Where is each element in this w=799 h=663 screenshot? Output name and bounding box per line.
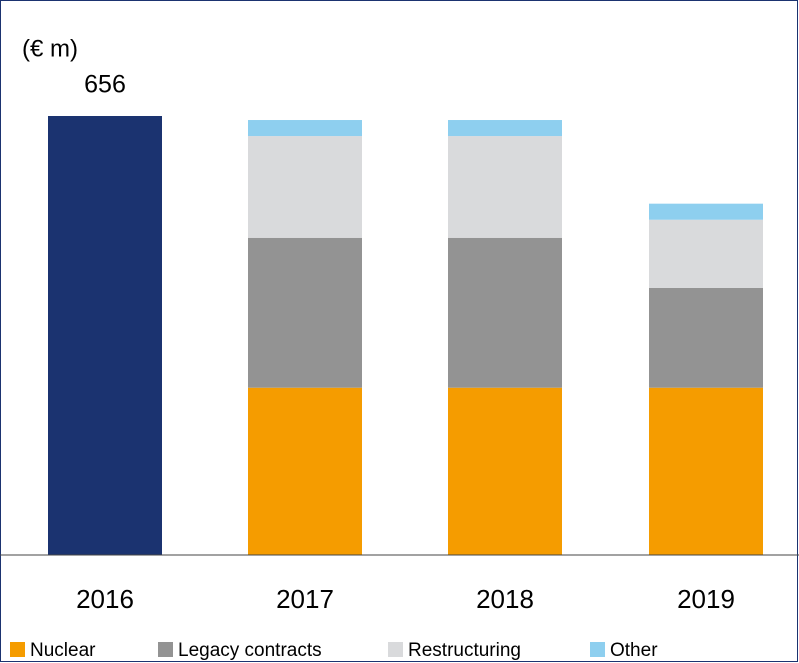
x-tick-label: 2018 xyxy=(476,584,534,614)
data-label: 656 xyxy=(84,71,126,99)
bar-segment xyxy=(649,203,763,220)
legend-label: Other xyxy=(610,640,658,661)
legend-swatch xyxy=(590,642,605,657)
x-tick-label: 2019 xyxy=(677,584,735,614)
bar-segment xyxy=(448,120,562,137)
y-axis-label: (€ m) xyxy=(22,35,78,62)
bar-segment xyxy=(48,116,162,556)
bar-segment xyxy=(649,387,763,555)
legend-swatch xyxy=(10,642,25,657)
bar-segment xyxy=(448,387,562,555)
legend-swatch xyxy=(158,642,173,657)
legend-swatch xyxy=(388,642,403,657)
bar-segment xyxy=(649,287,763,388)
bar-segment xyxy=(448,136,562,238)
legend-label: Nuclear xyxy=(30,640,96,661)
legend-label: Legacy contracts xyxy=(178,640,322,661)
bar-segment xyxy=(248,387,362,555)
legend-label: Restructuring xyxy=(408,640,521,661)
bar-segment xyxy=(448,237,562,388)
bar-segment xyxy=(649,219,763,288)
x-tick-label: 2017 xyxy=(276,584,334,614)
bar-segment xyxy=(248,136,362,238)
bar-segment xyxy=(248,237,362,388)
bar-segment xyxy=(248,120,362,137)
x-tick-label: 2016 xyxy=(76,584,134,614)
